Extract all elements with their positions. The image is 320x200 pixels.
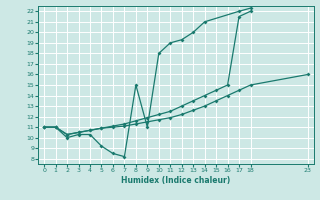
X-axis label: Humidex (Indice chaleur): Humidex (Indice chaleur): [121, 176, 231, 185]
